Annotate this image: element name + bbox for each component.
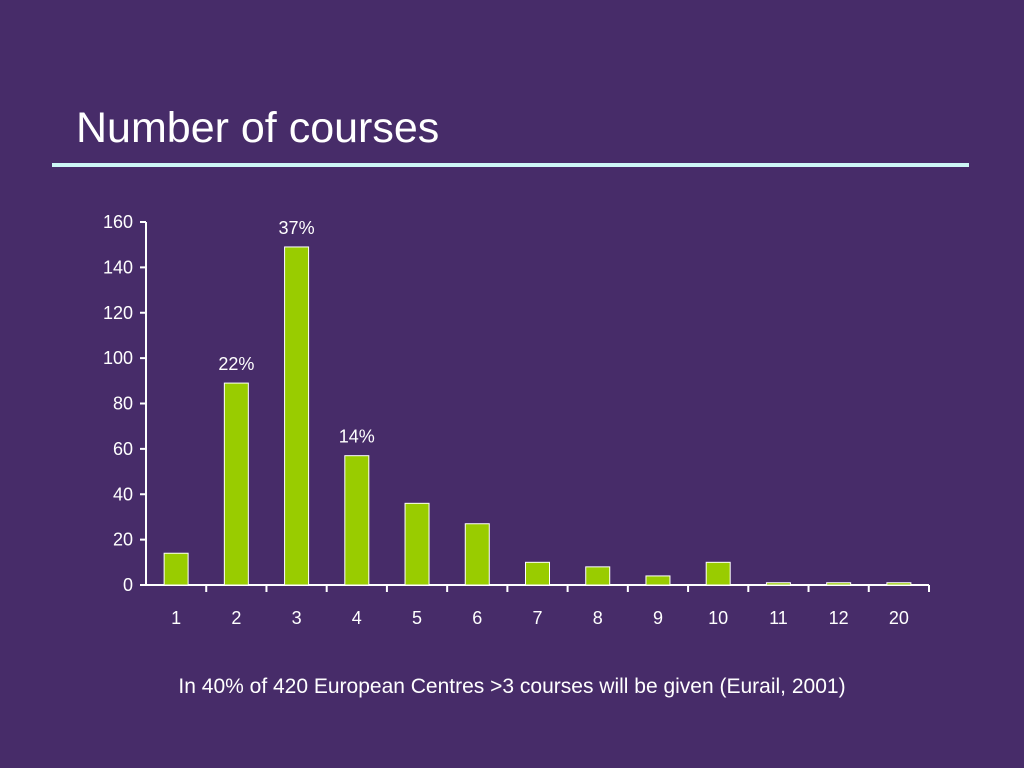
- x-tick-label: 7: [532, 608, 542, 628]
- bar-9: [645, 575, 671, 586]
- bar-10: [705, 561, 731, 586]
- bar-12: [826, 582, 852, 586]
- x-tick-label: 11: [769, 608, 788, 628]
- x-tick-label: 9: [653, 608, 663, 628]
- bar-1: [163, 552, 189, 586]
- x-tick-label: 12: [829, 608, 849, 628]
- y-tick-label: 40: [113, 484, 133, 504]
- slide-title: Number of courses: [76, 104, 440, 152]
- x-tick-label: 4: [352, 608, 362, 628]
- bar-7: [525, 561, 550, 586]
- bar-2: [223, 382, 249, 586]
- bar-3: [284, 246, 310, 586]
- x-tick-label: 10: [708, 608, 728, 628]
- bar-8: [585, 566, 611, 586]
- bar-5: [404, 502, 430, 586]
- x-tick-label: 1: [171, 608, 181, 628]
- y-tick-label: 140: [103, 257, 133, 277]
- data-label: 14%: [339, 427, 375, 447]
- x-tick-label: 5: [412, 608, 422, 628]
- y-tick-label: 100: [103, 348, 133, 368]
- bar-11: [765, 582, 791, 586]
- y-tick-label: 20: [113, 530, 133, 550]
- x-tick-label: 6: [472, 608, 482, 628]
- x-tick-label: 2: [231, 608, 241, 628]
- bar-20: [886, 582, 912, 586]
- x-tick-label: 20: [889, 608, 909, 628]
- data-label: 37%: [279, 218, 315, 238]
- title-divider: [52, 163, 969, 167]
- data-label: 22%: [218, 354, 254, 374]
- footnote: In 40% of 420 European Centres >3 course…: [178, 675, 846, 698]
- y-tick-label: 60: [113, 439, 133, 459]
- x-tick-label: 3: [292, 608, 302, 628]
- y-tick-label: 0: [123, 575, 133, 595]
- y-tick-label: 120: [103, 303, 133, 323]
- x-tick-label: 8: [593, 608, 603, 628]
- bar-4: [344, 455, 370, 586]
- y-tick-label: 160: [103, 212, 133, 232]
- bar-6: [464, 523, 490, 586]
- y-tick-label: 80: [113, 394, 133, 414]
